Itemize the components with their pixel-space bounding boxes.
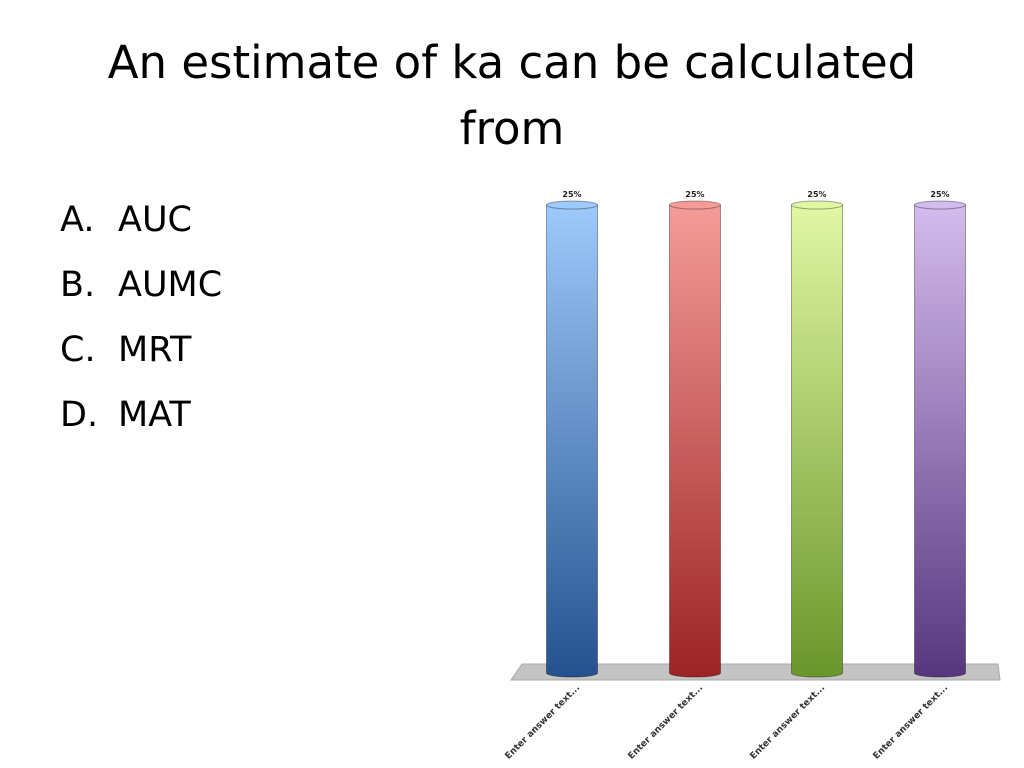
category-label: Enter answer text...	[627, 683, 706, 762]
data-label: 25%	[562, 190, 581, 199]
data-label: 25%	[807, 190, 826, 199]
chart-bar	[914, 204, 966, 678]
chart-bar-cap	[669, 200, 721, 210]
data-label: 25%	[930, 190, 949, 199]
answer-option-d: D. MAT	[60, 383, 222, 448]
chart-bar-cap	[791, 200, 843, 210]
answer-text: MRT	[118, 330, 192, 370]
answer-letter: D.	[60, 395, 99, 435]
answer-option-c: C. MRT	[60, 318, 222, 383]
answer-option-a: A. AUC	[60, 188, 222, 253]
chart-bar-cap	[914, 200, 966, 210]
category-label: Enter answer text...	[504, 683, 583, 762]
category-label: Enter answer text...	[749, 683, 828, 762]
answer-text: AUMC	[118, 265, 223, 305]
chart-bar	[669, 204, 721, 678]
slide-title: An estimate of ka can be calculated from	[107, 36, 917, 155]
answer-text: AUC	[118, 200, 192, 240]
answer-list: A. AUC B. AUMC C. MRT D. MAT	[60, 188, 222, 448]
chart-bar-cap	[546, 200, 598, 210]
category-label: Enter answer text...	[872, 683, 951, 762]
answer-letter: A.	[60, 200, 95, 240]
answer-option-b: B. AUMC	[60, 253, 222, 318]
chart-bar	[546, 204, 598, 678]
data-label: 25%	[685, 190, 704, 199]
answer-text: MAT	[118, 395, 191, 435]
answer-letter: C.	[60, 330, 96, 370]
answer-letter: B.	[60, 265, 96, 305]
chart-bar	[791, 204, 843, 678]
